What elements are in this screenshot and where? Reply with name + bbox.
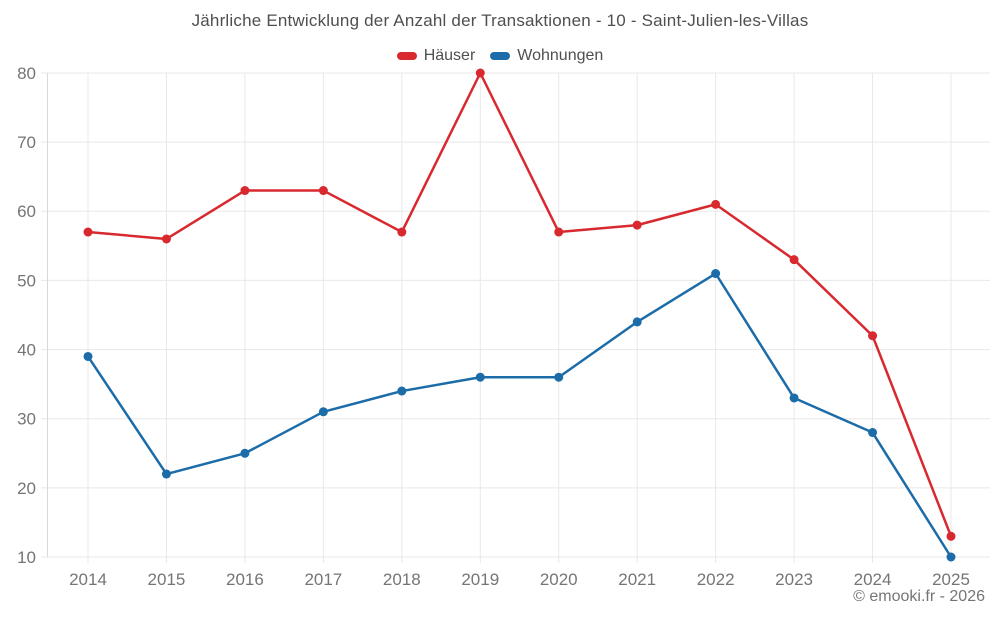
x-tick-label: 2021 (618, 570, 656, 589)
x-tick-label: 2017 (304, 570, 342, 589)
copyright-credit: © emooki.fr - 2026 (853, 588, 985, 605)
legend-item-wohnungen[interactable]: Wohnungen (490, 47, 603, 65)
x-tick-label: 2022 (697, 570, 735, 589)
data-point-h-user-2020[interactable] (554, 227, 564, 237)
data-point-h-user-2017[interactable] (318, 186, 328, 196)
data-point-wohnungen-2024[interactable] (868, 428, 878, 438)
y-tick-label: 10 (17, 548, 36, 567)
legend-label: Häuser (423, 47, 476, 64)
y-tick-label: 80 (17, 64, 36, 83)
data-point-wohnungen-2014[interactable] (83, 351, 93, 361)
y-tick-label: 40 (17, 341, 36, 360)
data-point-wohnungen-2017[interactable] (318, 407, 328, 417)
x-tick-label: 2014 (69, 570, 107, 589)
legend-label: Wohnungen (517, 47, 604, 64)
chart-title: Jährliche Entwicklung der Anzahl der Tra… (191, 11, 809, 30)
series-line-h-user (86, 71, 953, 538)
data-point-wohnungen-2015[interactable] (161, 469, 171, 479)
x-tick-label: 2023 (775, 570, 813, 589)
data-point-h-user-2024[interactable] (868, 331, 878, 341)
legend-swatch (490, 52, 511, 60)
legend-item-h-user[interactable]: Häuser (396, 47, 476, 65)
y-tick-label: 50 (17, 271, 36, 290)
data-point-wohnungen-2025[interactable] (946, 552, 956, 562)
x-tick-label: 2018 (383, 570, 421, 589)
y-tick-label: 20 (17, 479, 36, 498)
chart-legend: Häuser Wohnungen (0, 47, 1000, 65)
data-point-h-user-2021[interactable] (632, 220, 642, 230)
data-point-wohnungen-2022[interactable] (711, 269, 721, 279)
x-tick-label: 2025 (932, 570, 970, 589)
data-point-h-user-2015[interactable] (161, 234, 171, 244)
legend-swatch (396, 52, 417, 60)
series-line-wohnungen (86, 272, 953, 559)
y-tick-label: 60 (17, 202, 36, 221)
data-point-wohnungen-2018[interactable] (397, 386, 407, 396)
x-tick-label: 2019 (461, 570, 499, 589)
data-point-h-user-2018[interactable] (397, 227, 407, 237)
y-tick-label: 70 (17, 133, 36, 152)
data-point-wohnungen-2020[interactable] (554, 372, 564, 382)
x-tick-label: 2016 (226, 570, 264, 589)
data-point-h-user-2014[interactable] (83, 227, 93, 237)
x-tick-label: 2024 (854, 570, 892, 589)
data-point-wohnungen-2016[interactable] (240, 448, 250, 458)
x-tick-label: 2020 (540, 570, 578, 589)
data-point-wohnungen-2023[interactable] (789, 393, 799, 403)
y-tick-label: 30 (17, 410, 36, 429)
data-point-h-user-2016[interactable] (240, 186, 250, 196)
data-point-h-user-2025[interactable] (946, 531, 956, 541)
x-tick-label: 2015 (148, 570, 186, 589)
data-point-h-user-2023[interactable] (789, 255, 799, 265)
data-point-wohnungen-2021[interactable] (632, 317, 642, 327)
data-point-wohnungen-2019[interactable] (475, 372, 485, 382)
data-point-h-user-2022[interactable] (711, 199, 721, 209)
data-point-h-user-2019[interactable] (475, 68, 485, 78)
